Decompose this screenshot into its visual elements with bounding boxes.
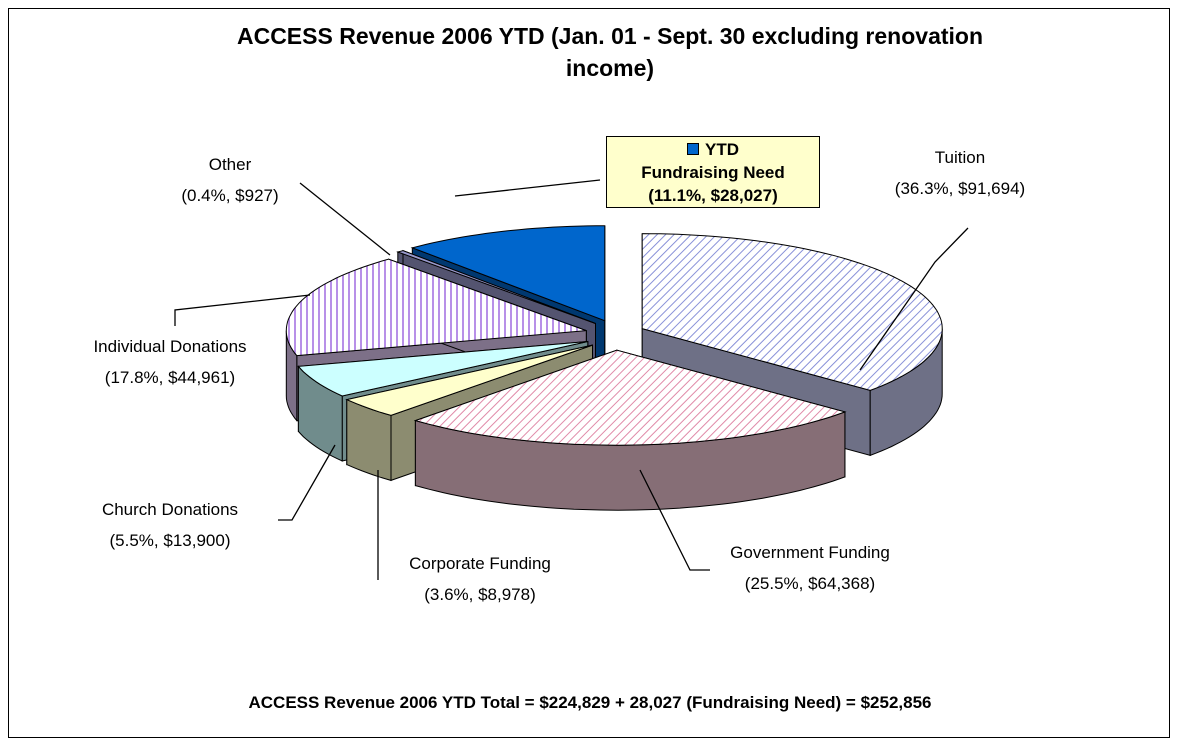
pie xyxy=(285,225,943,511)
value-label: (5.5%, $13,900) xyxy=(109,531,231,550)
category-label: Tuition xyxy=(934,148,986,167)
category-label: Church Donations xyxy=(101,500,239,519)
category-label: Other xyxy=(208,155,252,174)
slice xyxy=(285,258,587,357)
data-label-box: YTD Fundraising Need (11.1%, $28,027) xyxy=(606,136,820,208)
category-label: Corporate Funding xyxy=(409,554,551,573)
data-label: Government Funding (25.5%, $64,368) xyxy=(680,537,940,599)
leader-line xyxy=(639,469,710,571)
leader-line xyxy=(299,182,391,256)
leader-line xyxy=(454,179,601,197)
slice xyxy=(345,344,593,416)
slice xyxy=(396,250,596,324)
category-label-row: YTD Fundraising Need xyxy=(607,138,819,184)
chart-title: ACCESS Revenue 2006 YTD (Jan. 01 - Sept.… xyxy=(236,23,984,81)
legend-swatch xyxy=(687,143,699,155)
slice xyxy=(413,349,847,446)
data-label: Other (0.4%, $927) xyxy=(100,149,360,211)
leader-line xyxy=(174,294,311,326)
data-label: Corporate Funding (3.6%, $8,978) xyxy=(350,548,610,610)
leader-line xyxy=(278,444,336,521)
slice xyxy=(410,225,606,322)
footnote: ACCESS Revenue 2006 YTD Total = $224,829… xyxy=(248,693,932,712)
slice xyxy=(297,341,588,397)
category-label: Individual Donations xyxy=(93,337,247,356)
data-label: Tuition (36.3%, $91,694) xyxy=(830,142,1090,204)
value-label: (11.1%, $28,027) xyxy=(648,186,778,205)
value-label: (17.8%, $44,961) xyxy=(104,368,236,387)
category-label: Government Funding xyxy=(730,543,890,562)
leaders xyxy=(174,179,969,580)
leader-line xyxy=(859,227,969,371)
value-label: (25.5%, $64,368) xyxy=(744,574,876,593)
data-label: Individual Donations (17.8%, $44,961) xyxy=(40,331,300,393)
slice xyxy=(641,233,943,391)
value-label: (3.6%, $8,978) xyxy=(424,585,536,604)
value-label: (0.4%, $927) xyxy=(181,186,279,205)
data-label: Church Donations (5.5%, $13,900) xyxy=(40,494,300,556)
value-label: (36.3%, $91,694) xyxy=(894,179,1026,198)
category-label: YTD Fundraising Need xyxy=(641,140,785,182)
